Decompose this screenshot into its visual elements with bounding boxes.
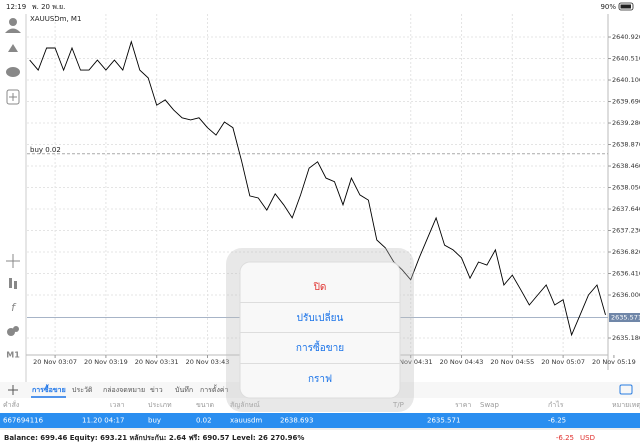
positions-table: คำสั่ง เวลา ประเภท ขนาด สัญลักษณ์ T/P ราคา Swap… (0, 400, 640, 428)
last-price-tag (609, 313, 640, 323)
column-header: หมายเหตุ (612, 401, 640, 409)
row-cell: 11.20 04:17 (82, 417, 124, 425)
trade-icon[interactable] (8, 44, 18, 52)
y-tick-label: 2636.820 (612, 248, 640, 256)
x-tick-label: 20 Nov 03:19 (84, 358, 128, 366)
y-tick-label: 2636.410 (612, 270, 640, 278)
tab[interactable]: การซื้อขาย (32, 383, 66, 394)
tab[interactable]: ประวัติ (72, 386, 93, 394)
column-header: ขนาด (196, 401, 214, 409)
tab[interactable]: การตั้งค่า (200, 383, 229, 394)
row-cell: 667694116 (3, 417, 44, 425)
column-header: Swap (480, 401, 499, 409)
x-tick-label: 20 Nov 05:19 (592, 358, 636, 366)
menu-item[interactable]: ปรับเปลี่ยน (297, 310, 344, 324)
column-header: คำสั่ง (3, 400, 19, 409)
row-cell: xauusdm (230, 417, 262, 425)
y-tick-label: 2636.000 (612, 291, 640, 299)
x-tick-label: 20 Nov 03:43 (186, 358, 230, 366)
y-tick-label: 2638.460 (612, 162, 640, 170)
row-cell: buy (148, 417, 161, 425)
y-tick-label: 2640.920 (612, 33, 640, 41)
x-tick-label: 20 Nov 03:31 (135, 358, 179, 366)
last-price-label: 2635.571 (611, 314, 640, 322)
y-tick-label: 2640.100 (612, 76, 640, 84)
x-tick-label: 20 Nov 03:07 (33, 358, 77, 366)
x-tick-label: 20 Nov 05:07 (541, 358, 585, 366)
battery-icon (618, 2, 634, 11)
objects-icon[interactable] (7, 328, 15, 336)
y-tick-label: 2638.870 (612, 141, 640, 149)
row-cell: 0.02 (196, 417, 212, 425)
timeframe-button[interactable]: M1 (6, 351, 20, 360)
new-icon[interactable] (6, 89, 20, 105)
tabs: การซื้อขาย ประวัติ กล่องจดหมาย ข่าว บันทึก กา… (31, 383, 229, 398)
indicator-icon[interactable]: f (11, 301, 17, 314)
column-header: T/P (392, 401, 404, 409)
column-header: กำไร (548, 400, 564, 409)
row-cell: 2638.693 (280, 417, 313, 425)
x-tick-label: 20 Nov 04:55 (490, 358, 534, 366)
crosshair-icon[interactable] (6, 254, 20, 268)
price-line (29, 40, 606, 337)
column-header: เวลา (110, 401, 125, 409)
row-cell: 2635.571 (427, 417, 460, 425)
order-label: buy 0.02 (30, 146, 61, 154)
x-tick-label: 20 Nov 04:31 (389, 358, 433, 366)
y-tick-label: 2635.180 (612, 334, 640, 342)
total-profit: -6.25 (556, 434, 574, 442)
tab[interactable]: ข่าว (150, 386, 163, 394)
account-icon-body[interactable] (5, 28, 21, 34)
chart-title: XAUUSDm, M1 (30, 15, 81, 23)
candles-icon-2[interactable] (14, 281, 17, 289)
menu-item[interactable]: ปิด (313, 282, 326, 293)
new-icon-plus[interactable] (9, 93, 17, 101)
y-tick-label: 2640.510 (612, 55, 640, 63)
column-header: ราคา (455, 401, 471, 409)
battery-level (620, 4, 631, 9)
y-tick-label: 2638.050 (612, 184, 640, 192)
chart: 2640.920 2640.510 2640.100 2639.690 2639.280… (27, 14, 640, 366)
status-date: พ. 20 พ.ย. (32, 3, 65, 11)
menu-item[interactable]: การซื้อขาย (296, 340, 344, 354)
row-cell: -6.25 (548, 417, 566, 425)
y-tick-label: 2637.230 (612, 227, 640, 235)
chat-icon[interactable] (6, 67, 20, 77)
x-tick-label: 20 Nov 04:43 (440, 358, 484, 366)
candles-icon[interactable] (9, 278, 12, 288)
objects-icon-2[interactable] (13, 326, 19, 332)
column-header: ประเภท (148, 401, 172, 409)
tab[interactable]: บันทึก (175, 385, 193, 394)
account-summary: Balance: 699.46 Equity: 693.21 หลักประกั… (4, 434, 304, 442)
profit-currency: USD (580, 434, 595, 442)
layout-button[interactable] (619, 384, 633, 395)
y-tick-label: 2639.280 (612, 119, 640, 127)
y-tick-label: 2639.690 (612, 98, 640, 106)
column-header: สัญลักษณ์ (230, 401, 260, 409)
account-icon[interactable] (9, 18, 17, 26)
status-time: 12:19 (6, 3, 26, 11)
position-row[interactable] (0, 413, 640, 428)
status-battery: 90% (600, 3, 616, 11)
y-tick-label: 2637.640 (612, 205, 640, 213)
tab[interactable]: กล่องจดหมาย (103, 386, 145, 394)
menu-item[interactable]: กราฟ (308, 374, 332, 385)
add-button[interactable] (8, 385, 18, 395)
